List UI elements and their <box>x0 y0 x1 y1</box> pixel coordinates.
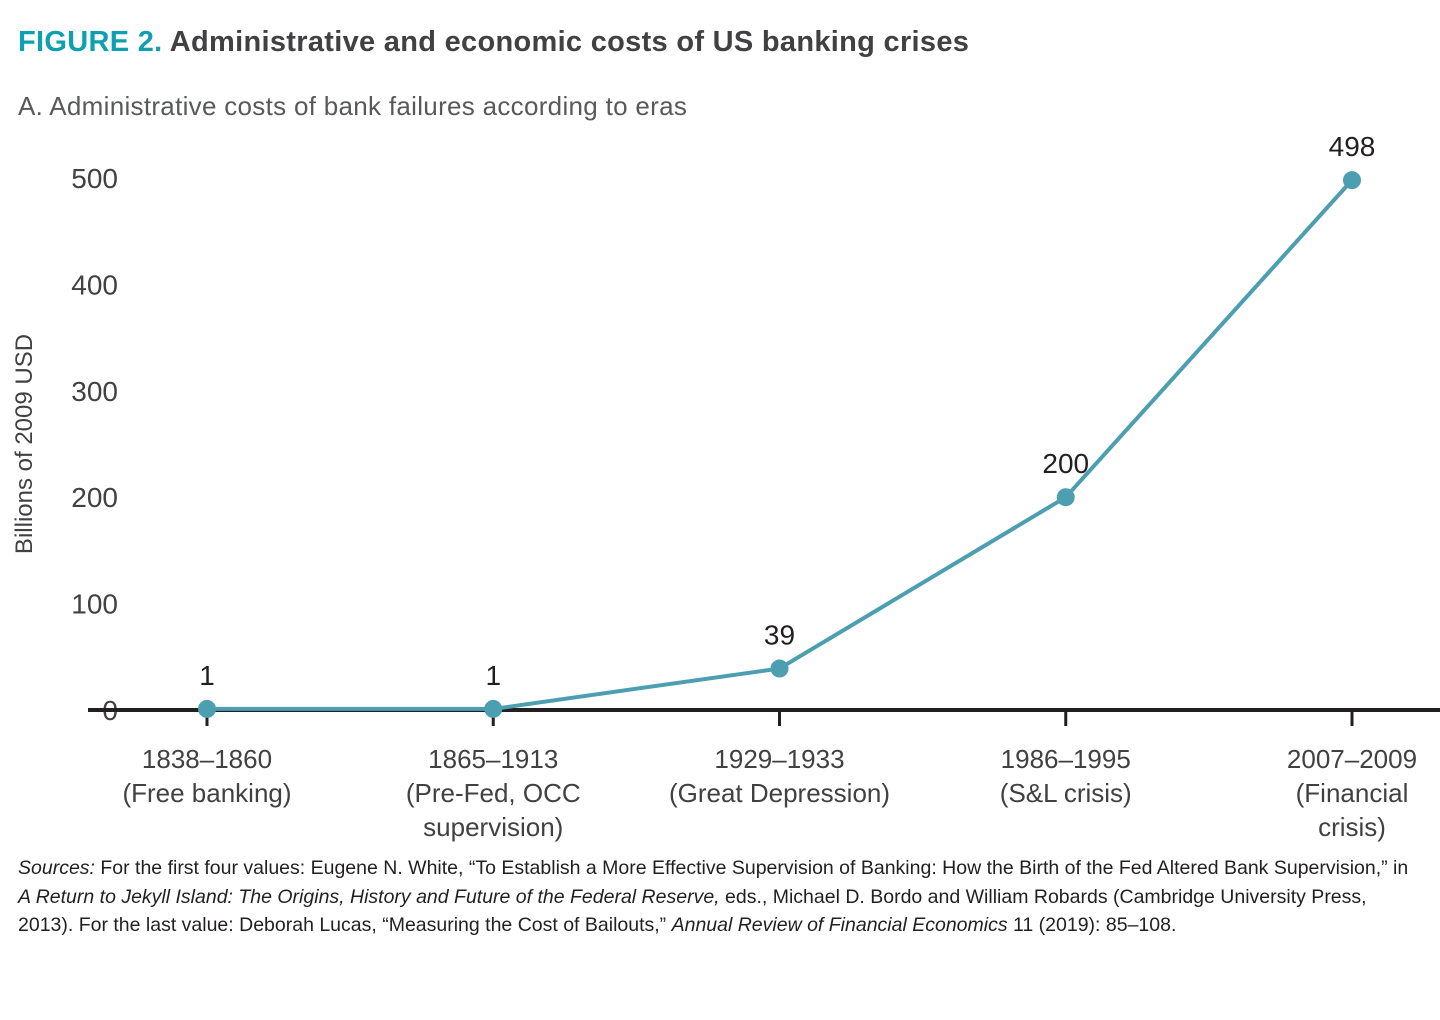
x-category-label: 2007–2009 <box>1287 744 1417 774</box>
line-chart: 0100200300400500Billions of 2009 USD1139… <box>11 131 1440 842</box>
sources-part: eds., Michael D. Bordo and William Robar… <box>18 885 1367 937</box>
x-category-label: (Free banking) <box>122 778 291 808</box>
data-point-value-label: 200 <box>1042 448 1089 479</box>
x-category-label: 1865–1913 <box>428 744 558 774</box>
x-category-label: (Pre-Fed, OCC <box>406 778 581 808</box>
sources-part: A Return to Jekyll Island: The Origins, … <box>18 885 720 908</box>
x-category-label: 1929–1933 <box>714 744 844 774</box>
x-category-label: supervision) <box>423 812 563 842</box>
data-point-value-label: 39 <box>764 620 795 651</box>
sources-part: 11 (2019): 85–108. <box>1007 914 1177 937</box>
x-category-label: (Financial <box>1296 778 1409 808</box>
sources-part: For the first four values: Eugene N. Whi… <box>94 857 1409 879</box>
y-tick-label: 300 <box>71 376 118 407</box>
y-tick-label: 400 <box>71 269 118 300</box>
y-axis-title: Billions of 2009 USD <box>11 334 38 554</box>
figure-title: FIGURE 2. Administrative and economic co… <box>18 26 1420 59</box>
data-point-marker <box>484 699 503 718</box>
sources-part: Sources: <box>18 857 95 879</box>
data-point-marker <box>1056 488 1075 507</box>
x-category-label: 1838–1860 <box>142 744 272 774</box>
data-point-marker <box>770 659 789 678</box>
x-category-label: (S&L crisis) <box>1000 778 1132 808</box>
data-point-value-label: 1 <box>199 660 215 691</box>
x-category-label: 1986–1995 <box>1001 744 1131 774</box>
data-point-marker <box>1343 171 1361 190</box>
panel-title: A. Administrative costs of bank failures… <box>18 91 688 121</box>
sources-part: Annual Review of Financial Economics <box>671 914 1008 937</box>
sources-text: Sources: For the first four values: Euge… <box>0 854 1440 940</box>
figure-title-text: Administrative and economic costs of US … <box>169 26 970 58</box>
data-point-value-label: 1 <box>485 660 501 691</box>
figure-label: FIGURE 2. <box>18 26 163 58</box>
y-tick-label: 100 <box>71 589 118 620</box>
figure-header: FIGURE 2. Administrative and economic co… <box>0 0 1440 122</box>
figure-page: FIGURE 2. Administrative and economic co… <box>0 0 1440 940</box>
data-point-value-label: 498 <box>1329 131 1376 162</box>
data-point-marker <box>198 699 216 718</box>
y-tick-label: 200 <box>71 482 118 513</box>
y-tick-label: 500 <box>71 163 118 194</box>
x-category-label: crisis) <box>1318 812 1386 842</box>
x-category-label: (Great Depression) <box>669 778 890 808</box>
